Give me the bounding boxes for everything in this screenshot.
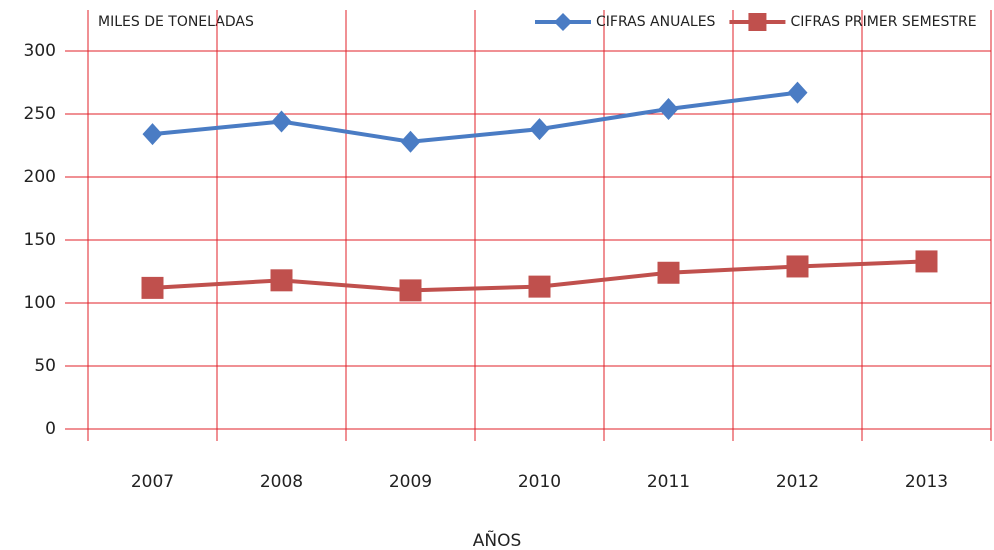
data-point bbox=[271, 110, 292, 133]
series-line bbox=[152, 90, 798, 144]
legend-label: CIFRAS ANUALES bbox=[596, 14, 716, 30]
data-point bbox=[270, 269, 293, 292]
data-point bbox=[915, 250, 938, 273]
y-tick-label: 200 bbox=[24, 167, 56, 187]
data-point bbox=[142, 123, 163, 146]
data-point bbox=[399, 279, 422, 302]
y-tick-label: 150 bbox=[24, 230, 56, 250]
x-tick-label: 2008 bbox=[260, 472, 303, 492]
data-point bbox=[658, 97, 679, 120]
legend-marker bbox=[554, 13, 572, 31]
x-tick-label: 2009 bbox=[389, 472, 432, 492]
y-tick-label: 300 bbox=[24, 41, 56, 61]
data-point bbox=[400, 130, 421, 153]
y-tick-label: 250 bbox=[24, 104, 56, 124]
x-tick-label: 2007 bbox=[131, 472, 174, 492]
x-tick-label: 2010 bbox=[518, 472, 561, 492]
y-tick-label: 0 bbox=[45, 419, 56, 439]
data-point bbox=[528, 275, 551, 298]
legend-marker bbox=[748, 13, 767, 31]
chart-title: MILES DE TONELADAS bbox=[98, 14, 254, 30]
x-tick-label: 2013 bbox=[905, 472, 948, 492]
data-point bbox=[787, 81, 808, 104]
data-point bbox=[657, 261, 680, 284]
data-point bbox=[786, 255, 809, 278]
legend-label: CIFRAS PRIMER SEMESTRE bbox=[790, 14, 976, 30]
x-axis-label: AÑOS bbox=[473, 529, 522, 550]
x-tick-label: 2011 bbox=[647, 472, 690, 492]
y-tick-label: 100 bbox=[24, 293, 56, 313]
data-point bbox=[529, 118, 550, 141]
x-tick-label: 2012 bbox=[776, 472, 819, 492]
data-point bbox=[141, 276, 164, 299]
y-tick-label: 50 bbox=[34, 356, 56, 376]
